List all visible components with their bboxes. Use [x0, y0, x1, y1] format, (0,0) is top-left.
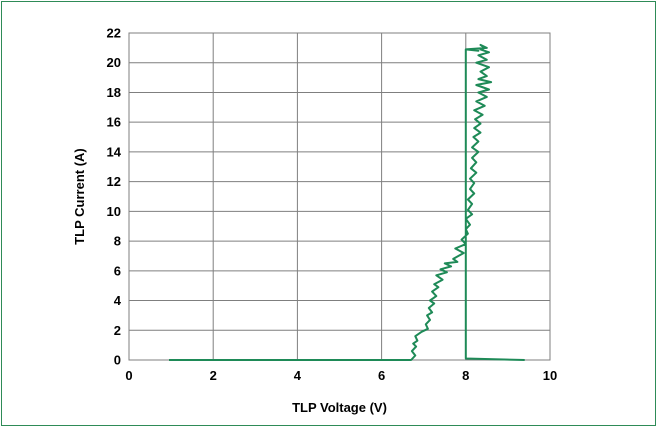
y-tick-label: 4 — [114, 293, 122, 308]
tlp-iv-chart: 0 2 4 6 8 10 0 2 4 6 8 10 12 14 16 18 20 22 TLP Voltage … — [72, 26, 557, 416]
x-tick-label: 4 — [294, 368, 302, 383]
tlp-iv-series-line — [169, 43, 525, 361]
y-tick-label: 8 — [114, 234, 121, 249]
y-tick-label: 0 — [114, 353, 121, 368]
x-tick-labels: 0 2 4 6 8 10 — [125, 368, 557, 383]
y-tick-label: 16 — [107, 115, 121, 130]
x-tick-label: 10 — [543, 368, 557, 383]
x-tick-label: 0 — [125, 368, 132, 383]
y-tick-label: 10 — [107, 204, 121, 219]
series-layer — [169, 43, 525, 361]
x-axis-label: TLP Voltage (V) — [292, 400, 387, 415]
y-axis-label: TLP Current (A) — [72, 148, 87, 245]
y-tick-label: 6 — [114, 263, 121, 278]
y-tick-label: 12 — [107, 174, 121, 189]
y-tick-label: 22 — [107, 26, 121, 41]
y-tick-label: 18 — [107, 85, 121, 100]
x-tick-label: 8 — [462, 368, 469, 383]
chart-frame: 0 2 4 6 8 10 0 2 4 6 8 10 12 14 16 18 20 22 TLP Voltage … — [1, 1, 656, 426]
x-tick-label: 6 — [378, 368, 385, 383]
y-tick-label: 2 — [114, 323, 121, 338]
x-tick-label: 2 — [210, 368, 217, 383]
y-tick-label: 14 — [107, 144, 122, 159]
y-tick-labels: 0 2 4 6 8 10 12 14 16 18 20 22 — [107, 26, 122, 368]
y-tick-label: 20 — [107, 55, 121, 70]
